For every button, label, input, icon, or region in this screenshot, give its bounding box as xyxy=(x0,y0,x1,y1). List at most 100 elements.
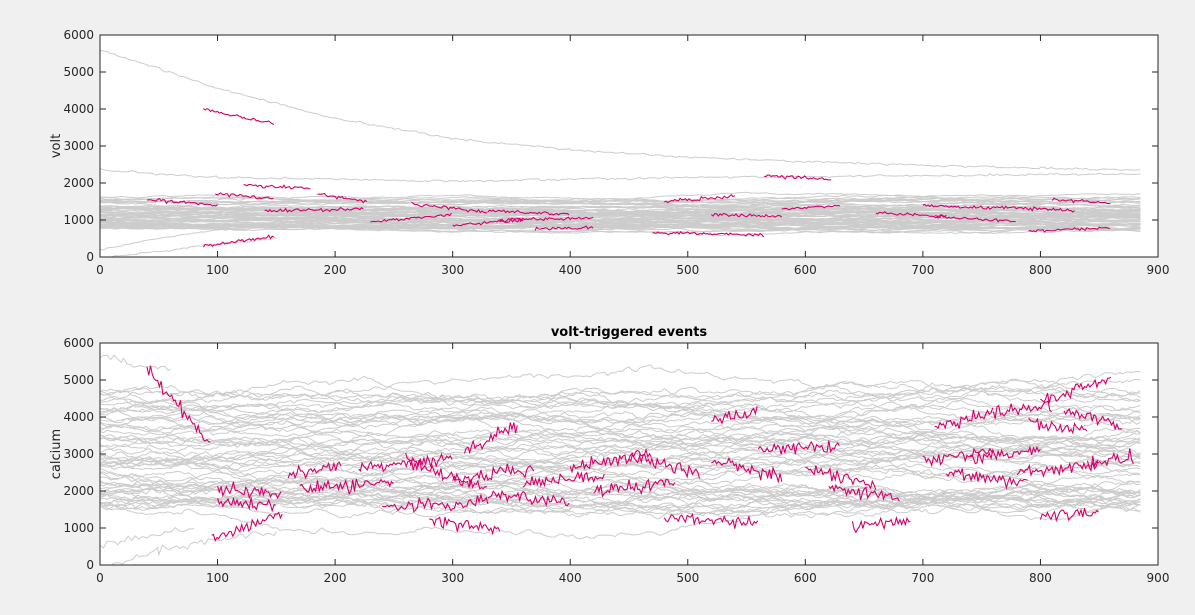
event-trace xyxy=(875,211,947,218)
event-trace xyxy=(664,194,736,204)
calcium-axes: 0 100 200 300 400 500 600 700 800 900 0 1000 2000 300… xyxy=(49,325,1169,585)
x-tick-label: 400 xyxy=(559,571,582,585)
background-trace xyxy=(100,470,1141,505)
y-tick-label: 1000 xyxy=(63,213,94,227)
calcium-ticks: 0 100 200 300 400 500 600 700 800 900 0 1000 2000 300… xyxy=(63,336,1169,585)
volt-axes: 0 100 200 300 400 500 600 700 800 900 0 1000 2000 300… xyxy=(49,28,1169,277)
y-tick-label: 6000 xyxy=(63,336,94,350)
background-trace xyxy=(100,223,1141,231)
event-trace xyxy=(781,204,841,211)
background-trace xyxy=(100,193,1141,203)
background-trace xyxy=(100,370,1141,411)
event-trace xyxy=(922,203,994,210)
event-trace xyxy=(593,478,676,498)
background-trace xyxy=(100,414,1141,444)
event-trace xyxy=(429,516,501,536)
background-trace xyxy=(100,208,1141,215)
event-trace xyxy=(487,209,570,216)
event-trace xyxy=(851,515,911,534)
x-tick-label: 0 xyxy=(96,571,104,585)
event-trace xyxy=(215,192,274,200)
background-trace xyxy=(100,168,1141,183)
background-trace xyxy=(100,497,1141,519)
x-tick-label: 500 xyxy=(676,263,699,277)
calcium-traces xyxy=(100,354,1141,565)
event-trace xyxy=(1028,226,1110,233)
x-tick-label: 200 xyxy=(324,263,347,277)
volt-ylabel: volt xyxy=(49,134,64,158)
background-trace xyxy=(100,49,1141,171)
background-trace xyxy=(100,364,1141,399)
event-trace xyxy=(264,206,364,213)
y-tick-label: 2000 xyxy=(63,176,94,190)
event-trace xyxy=(828,483,900,502)
x-tick-label: 800 xyxy=(1029,263,1052,277)
background-trace xyxy=(100,441,1141,472)
event-trace xyxy=(534,225,594,231)
event-trace xyxy=(487,489,570,507)
x-tick-label: 700 xyxy=(911,571,934,585)
event-trace xyxy=(1040,376,1112,404)
background-trace xyxy=(100,441,1141,476)
x-tick-label: 900 xyxy=(1147,571,1170,585)
event-trace xyxy=(452,217,524,227)
event-trace xyxy=(405,452,487,490)
background-trace xyxy=(100,410,1141,448)
background-trace xyxy=(100,197,1141,207)
y-tick-label: 4000 xyxy=(63,410,94,424)
background-trace xyxy=(100,472,1141,502)
event-trace xyxy=(299,478,394,496)
event-trace xyxy=(203,108,275,126)
event-trace xyxy=(146,365,211,443)
background-trace xyxy=(100,463,1141,493)
x-tick-label: 500 xyxy=(676,571,699,585)
background-trace xyxy=(100,437,1141,462)
background-trace xyxy=(100,354,171,372)
background-trace xyxy=(100,475,1141,502)
event-trace xyxy=(452,463,535,487)
background-trace xyxy=(111,530,277,565)
x-tick-label: 700 xyxy=(911,263,934,277)
event-trace xyxy=(370,212,452,223)
event-trace xyxy=(1028,417,1088,435)
event-trace xyxy=(317,193,368,204)
y-tick-label: 3000 xyxy=(63,447,94,461)
event-trace xyxy=(147,198,218,207)
event-trace xyxy=(757,440,840,455)
background-trace xyxy=(100,527,195,549)
event-trace xyxy=(934,407,994,430)
event-trace xyxy=(463,422,518,455)
background-trace xyxy=(100,221,1141,230)
y-tick-label: 5000 xyxy=(63,65,94,79)
event-trace xyxy=(1039,508,1099,523)
background-trace xyxy=(100,445,1141,486)
event-trace xyxy=(992,400,1052,419)
event-trace xyxy=(652,230,765,238)
background-trace xyxy=(100,385,1141,421)
background-trace xyxy=(100,385,1141,408)
background-trace xyxy=(100,410,1141,447)
volt-ticks: 0 100 200 300 400 500 600 700 800 900 0 1000 2000 300… xyxy=(63,28,1169,277)
background-trace xyxy=(100,447,1141,476)
background-trace xyxy=(100,200,1141,210)
background-trace xyxy=(100,440,1141,471)
background-trace xyxy=(100,216,1141,225)
x-tick-label: 800 xyxy=(1029,571,1052,585)
calcium-ylabel: calcium xyxy=(49,429,64,479)
background-trace xyxy=(100,489,1141,521)
y-tick-label: 2000 xyxy=(63,484,94,498)
y-tick-label: 0 xyxy=(86,250,94,264)
event-trace xyxy=(922,447,994,468)
event-trace xyxy=(993,205,1075,213)
x-tick-label: 900 xyxy=(1147,263,1170,277)
y-tick-label: 6000 xyxy=(63,28,94,42)
x-tick-label: 400 xyxy=(559,263,582,277)
event-trace xyxy=(710,212,783,218)
event-trace xyxy=(202,234,275,248)
event-trace xyxy=(1063,407,1123,431)
y-tick-label: 1000 xyxy=(63,521,94,535)
y-tick-label: 3000 xyxy=(63,139,94,153)
event-trace xyxy=(217,481,282,500)
x-tick-label: 600 xyxy=(794,571,817,585)
